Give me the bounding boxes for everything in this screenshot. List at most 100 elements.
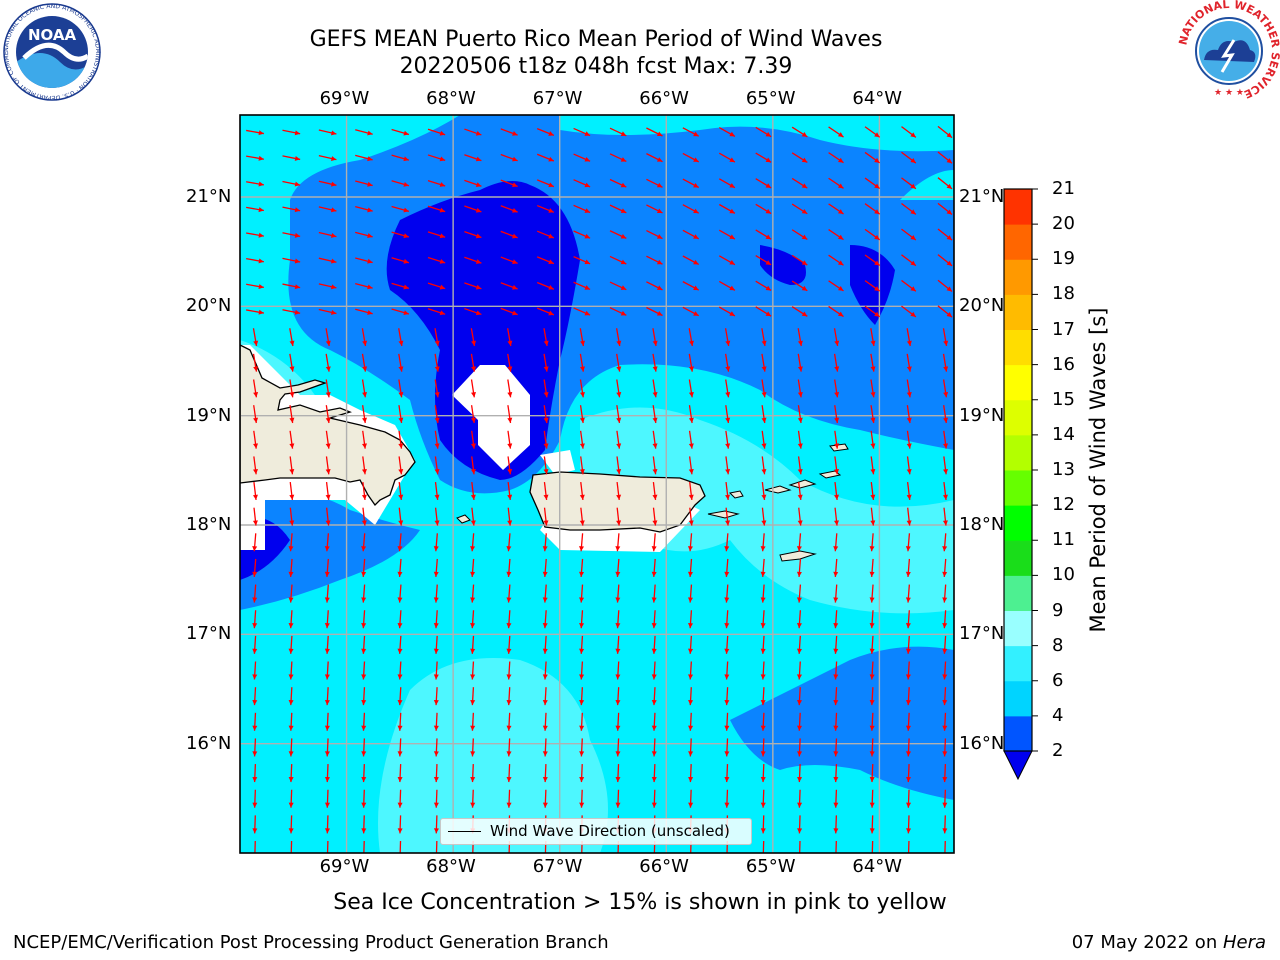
wind-wave-arrow bbox=[797, 430, 803, 449]
wind-wave-arrow bbox=[688, 661, 694, 680]
wind-wave-arrow bbox=[905, 738, 911, 757]
footer-credit: NCEP/EMC/Verification Post Processing Pr… bbox=[13, 932, 609, 953]
wind-wave-arrow bbox=[507, 481, 513, 501]
wind-wave-arrow bbox=[355, 308, 373, 315]
wind-wave-arrow bbox=[325, 507, 331, 526]
wind-wave-arrow bbox=[397, 815, 403, 834]
lat-tick-label: 16°N bbox=[186, 732, 232, 754]
wind-wave-arrow bbox=[869, 584, 875, 603]
wind-wave-arrow bbox=[828, 228, 844, 241]
colorbar-segment bbox=[1004, 645, 1032, 682]
wind-wave-arrow bbox=[687, 558, 693, 577]
wind-wave-arrow bbox=[542, 764, 548, 783]
wind-wave-arrow bbox=[942, 507, 948, 526]
wind-wave-arrow bbox=[942, 738, 948, 757]
wind-wave-arrow bbox=[724, 328, 731, 347]
wind-wave-arrow bbox=[797, 687, 803, 706]
wind-wave-arrow bbox=[579, 481, 585, 501]
wind-wave-arrow bbox=[324, 738, 330, 757]
wind-wave-arrow bbox=[760, 635, 766, 654]
wind-wave-arrow bbox=[688, 764, 694, 783]
lon-tick-label: 66°W bbox=[639, 856, 689, 877]
wind-wave-arrow bbox=[761, 379, 767, 398]
wind-wave-arrow bbox=[361, 353, 368, 372]
wind-wave-arrow bbox=[507, 456, 513, 475]
wind-wave-arrow bbox=[725, 379, 731, 398]
wind-wave-arrow bbox=[796, 635, 802, 654]
wind-wave-arrow bbox=[906, 353, 912, 372]
wind-wave-arrow bbox=[797, 712, 803, 731]
wind-wave-arrow bbox=[433, 635, 439, 654]
wind-wave-arrow bbox=[651, 687, 657, 706]
wind-wave-arrow bbox=[579, 533, 585, 552]
wind-wave-arrow bbox=[434, 405, 440, 424]
wind-wave-arrow bbox=[433, 815, 439, 834]
wind-wave-arrow bbox=[615, 712, 621, 731]
wind-wave-arrow bbox=[325, 430, 331, 449]
footer-date: 07 May 2022 on Hera bbox=[1072, 932, 1266, 953]
lon-tick-label: 66°W bbox=[639, 88, 689, 109]
wind-wave-arrow bbox=[355, 129, 373, 136]
wind-wave-arrow bbox=[391, 231, 410, 239]
wind-wave-arrow bbox=[609, 255, 627, 265]
wind-wave-arrow bbox=[646, 204, 663, 214]
wind-wave-arrow bbox=[470, 687, 476, 706]
wind-wave-arrow bbox=[755, 178, 772, 189]
wind-wave-arrow bbox=[507, 430, 513, 449]
wind-wave-arrow bbox=[427, 282, 446, 290]
wind-wave-arrow bbox=[652, 379, 658, 398]
wind-wave-arrow bbox=[724, 789, 730, 808]
wind-wave-arrow bbox=[651, 712, 657, 731]
wind-wave-arrow bbox=[391, 282, 410, 290]
wind-wave-arrow bbox=[796, 610, 802, 629]
colorbar-segment bbox=[1004, 259, 1032, 295]
wind-wave-arrow bbox=[246, 155, 264, 161]
wind-wave-arrow bbox=[937, 151, 953, 164]
wind-wave-arrow bbox=[761, 481, 767, 501]
wind-wave-arrow bbox=[361, 610, 367, 629]
wind-wave-arrow bbox=[943, 430, 949, 449]
wind-wave-arrow bbox=[906, 379, 912, 398]
wind-wave-arrow bbox=[797, 328, 803, 347]
wind-wave-arrow bbox=[507, 353, 513, 372]
wind-wave-arrow bbox=[361, 558, 367, 577]
wind-wave-arrow bbox=[355, 231, 373, 238]
wind-wave-arrow bbox=[355, 206, 373, 213]
colorbar bbox=[1003, 188, 1038, 781]
wind-wave-arrow bbox=[433, 610, 439, 629]
wind-wave-arrow bbox=[609, 230, 627, 239]
wind-wave-arrow bbox=[579, 456, 585, 475]
lat-tick-label: 21°N bbox=[186, 186, 232, 207]
wind-wave-arrow bbox=[942, 789, 948, 808]
wind-wave-arrow bbox=[252, 507, 258, 526]
wind-wave-arrow bbox=[796, 558, 802, 577]
wind-wave-arrow bbox=[797, 815, 803, 834]
wind-wave-arrow bbox=[543, 353, 549, 372]
wind-wave-arrow bbox=[361, 533, 367, 552]
wind-wave-arrow bbox=[252, 533, 258, 552]
field-below-2 bbox=[850, 245, 895, 325]
wind-wave-arrow bbox=[833, 712, 839, 731]
wind-wave-arrow bbox=[616, 507, 622, 526]
wind-wave-arrow bbox=[870, 328, 876, 347]
wind-wave-arrow bbox=[470, 558, 476, 577]
wind-wave-arrow bbox=[391, 180, 410, 187]
wind-wave-arrow bbox=[942, 712, 948, 731]
wind-wave-arrow bbox=[828, 152, 844, 164]
wind-wave-arrow bbox=[791, 229, 808, 240]
wind-wave-arrow bbox=[682, 229, 700, 240]
wind-wave-arrow bbox=[470, 328, 477, 347]
wind-wave-arrow bbox=[579, 379, 585, 398]
wind-wave-arrow bbox=[290, 840, 293, 853]
wind-wave-arrow bbox=[542, 661, 548, 680]
wind-wave-arrow bbox=[464, 282, 482, 290]
wind-wave-arrow bbox=[833, 635, 839, 654]
wind-wave-arrow bbox=[761, 456, 767, 475]
wind-wave-arrow bbox=[869, 815, 875, 834]
wind-wave-arrow bbox=[361, 379, 368, 398]
wind-wave-arrow bbox=[361, 764, 367, 783]
wind-wave-arrow bbox=[651, 789, 657, 808]
wind-wave-arrow bbox=[282, 283, 301, 290]
wind-wave-arrow bbox=[725, 481, 731, 501]
wind-wave-arrow bbox=[464, 179, 482, 187]
